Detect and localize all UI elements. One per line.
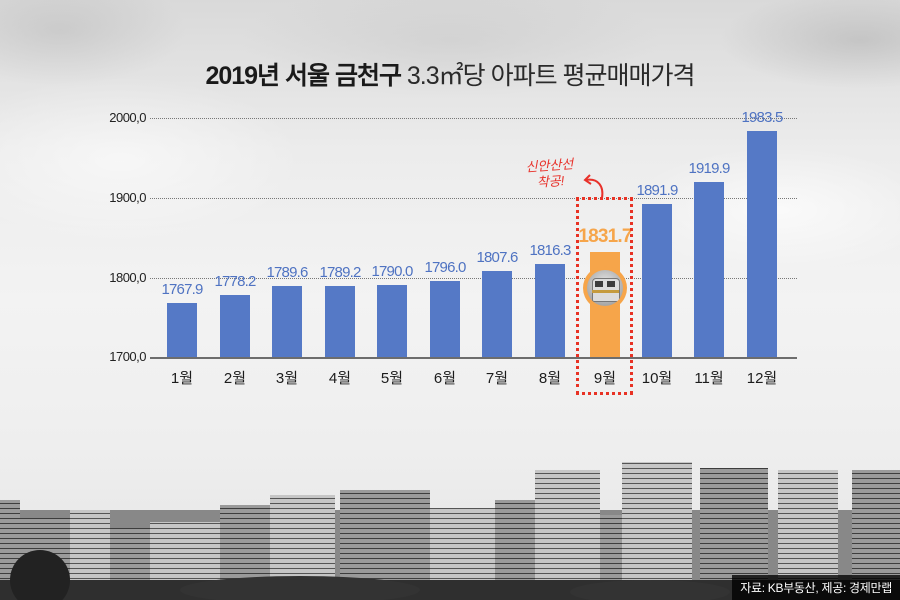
bar-2 bbox=[220, 294, 250, 357]
bar-12 bbox=[747, 131, 777, 357]
value-label-2: 1778.2 bbox=[214, 272, 256, 290]
x-label-4: 4월 bbox=[328, 370, 352, 387]
x-label-6: 6월 bbox=[433, 370, 457, 387]
bar-3 bbox=[272, 285, 302, 357]
gridline-1900 bbox=[150, 198, 797, 199]
bar-7 bbox=[482, 271, 512, 357]
value-label-8: 1816.3 bbox=[529, 242, 571, 260]
bar-10 bbox=[642, 204, 672, 357]
y-tick-1700: 1700,0 bbox=[109, 349, 146, 364]
bar-6 bbox=[430, 280, 460, 357]
x-label-2: 2월 bbox=[223, 370, 247, 387]
x-label-10: 10월 bbox=[641, 370, 673, 387]
x-axis-line bbox=[150, 357, 797, 359]
subway-train-icon bbox=[583, 266, 627, 310]
annotation-text: 신안산선 착공! bbox=[519, 156, 581, 192]
gridline-2000 bbox=[150, 118, 797, 119]
highlight-box-september bbox=[576, 197, 633, 395]
x-label-5: 5월 bbox=[380, 370, 404, 387]
value-label-10: 1891.9 bbox=[636, 182, 678, 200]
x-label-1: 1월 bbox=[170, 370, 194, 387]
x-label-3: 3월 bbox=[275, 370, 299, 387]
value-label-6: 1796.0 bbox=[424, 258, 466, 276]
value-label-1: 1767.9 bbox=[161, 280, 203, 298]
value-label-3: 1789.6 bbox=[266, 263, 308, 281]
chart-title: 2019년 서울 금천구 3.3㎡당 아파트 평균매매가격 bbox=[0, 56, 900, 92]
value-label-12: 1983.5 bbox=[741, 109, 783, 127]
value-label-4: 1789.2 bbox=[319, 263, 361, 281]
bar-5 bbox=[377, 285, 407, 357]
x-label-7: 7월 bbox=[485, 370, 509, 387]
title-bold: 2019년 서울 금천구 bbox=[205, 62, 402, 90]
value-label-11: 1919.9 bbox=[688, 159, 730, 177]
bar-8 bbox=[535, 264, 565, 357]
source-caption: 자료: KB부동산, 제공: 경제만랩 bbox=[732, 575, 900, 600]
x-label-9: 9월 bbox=[593, 370, 617, 387]
gridline-1800 bbox=[150, 278, 797, 279]
y-tick-1900: 1900,0 bbox=[109, 190, 146, 205]
value-label-9: 1831.7 bbox=[578, 226, 632, 248]
y-tick-2000: 2000,0 bbox=[109, 110, 146, 125]
apartment-skyline-image bbox=[0, 462, 900, 600]
curved-arrow-icon bbox=[583, 174, 604, 199]
value-label-5: 1790.0 bbox=[371, 263, 413, 281]
x-label-11: 11월 bbox=[694, 370, 724, 387]
bar-1 bbox=[167, 302, 197, 357]
title-light: 3.3㎡당 아파트 평균매매가격 bbox=[406, 62, 696, 90]
x-label-8: 8월 bbox=[538, 370, 562, 387]
bar-4 bbox=[325, 285, 355, 357]
x-label-12: 12월 bbox=[746, 370, 778, 387]
bar-11 bbox=[694, 181, 724, 357]
y-tick-1800: 1800,0 bbox=[109, 270, 146, 285]
value-label-7: 1807.6 bbox=[476, 249, 518, 267]
